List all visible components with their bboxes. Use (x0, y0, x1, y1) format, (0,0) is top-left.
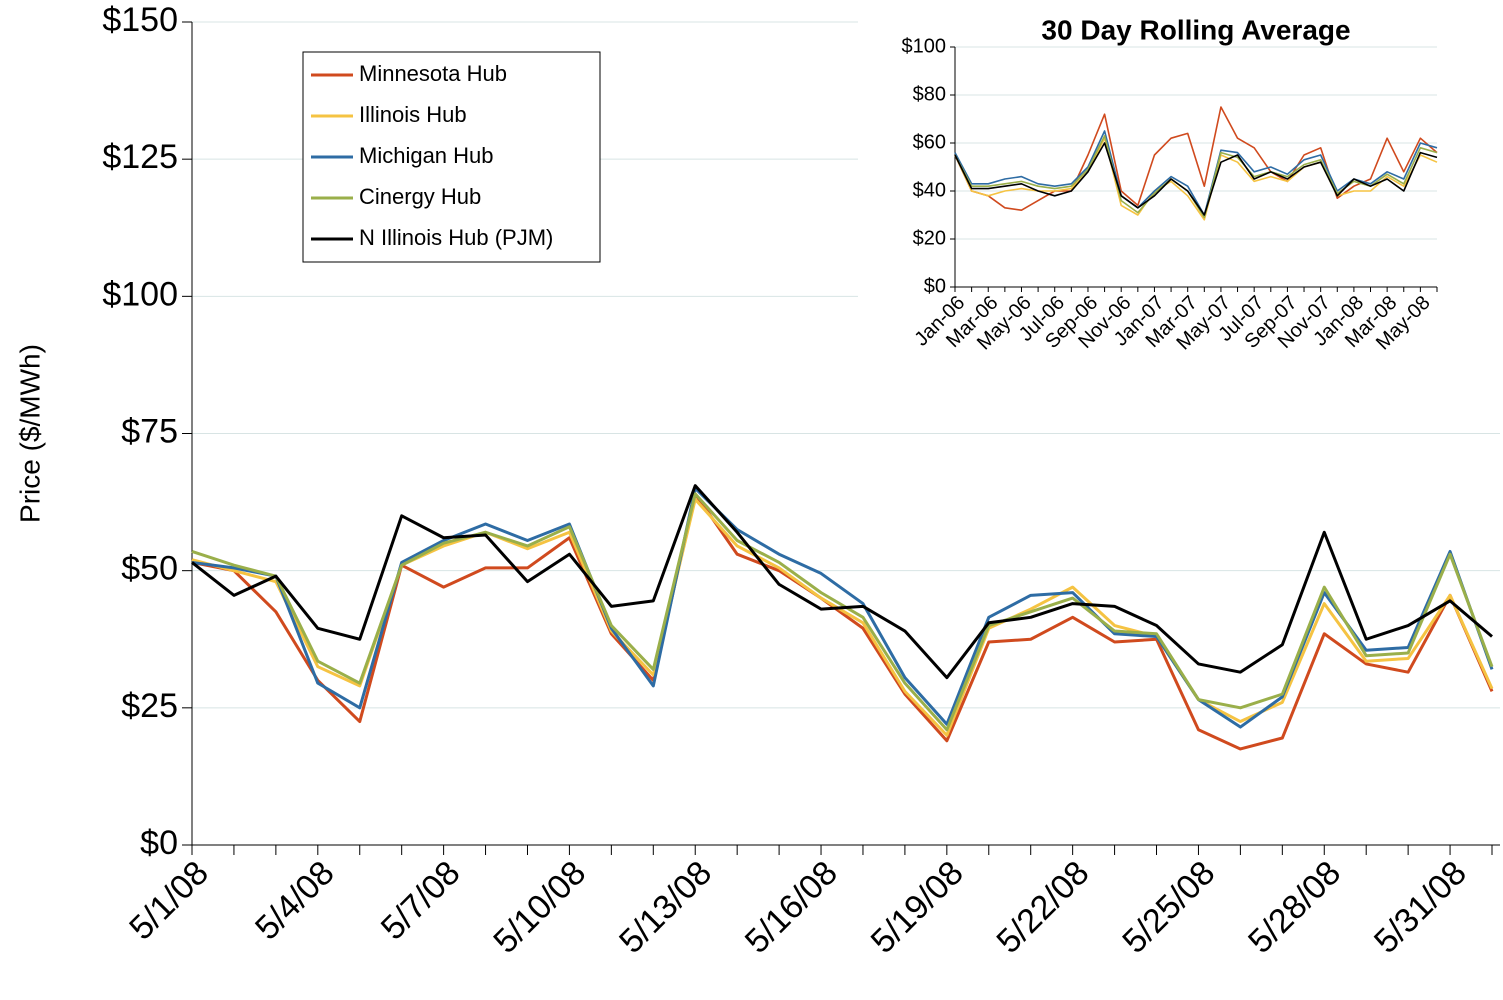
y-tick-label: $150 (102, 1, 178, 39)
y-tick-label: $100 (902, 35, 947, 57)
inset-background (858, 10, 1503, 390)
series-line (954, 142, 1438, 216)
y-tick-label: $125 (102, 138, 178, 176)
y-tick-label: $80 (913, 83, 946, 105)
series-line (954, 106, 1438, 211)
legend-label: Michigan Hub (359, 143, 494, 168)
x-tick-label: 5/4/08 (248, 854, 342, 948)
legend-label: N Illinois Hub (PJM) (359, 225, 553, 250)
y-tick-label: $0 (924, 275, 946, 297)
x-tick-label: 5/13/08 (612, 854, 719, 961)
x-tick-label: 5/10/08 (486, 854, 593, 961)
x-tick-label: 5/7/08 (374, 854, 468, 948)
x-tick-label: 5/28/08 (1241, 854, 1348, 961)
y-tick-label: $100 (102, 275, 178, 313)
x-tick-label: 5/22/08 (989, 854, 1096, 961)
x-tick-label: 5/1/08 (122, 854, 216, 948)
y-tick-label: $25 (121, 687, 178, 725)
chart-title: 30 Day Rolling Average (1041, 14, 1350, 45)
legend-label: Illinois Hub (359, 102, 467, 127)
y-tick-label: $0 (140, 824, 178, 862)
series-line (191, 492, 1494, 751)
y-tick-label: $50 (121, 550, 178, 588)
series-line (191, 486, 1494, 729)
legend-label: Minnesota Hub (359, 61, 507, 86)
x-tick-label: 5/25/08 (1115, 854, 1222, 961)
x-tick-label: 5/19/08 (864, 854, 971, 961)
series-line (191, 492, 1494, 732)
y-tick-label: $20 (913, 227, 946, 249)
series-line (191, 484, 1493, 680)
y-tick-label: $40 (913, 179, 946, 201)
legend-label: Cinergy Hub (359, 184, 481, 209)
y-tick-label: $75 (121, 412, 178, 450)
y-axis-label: Price ($/MWh) (14, 344, 45, 523)
x-tick-label: 5/16/08 (738, 854, 845, 961)
y-tick-label: $60 (913, 131, 946, 153)
x-tick-label: 5/31/08 (1367, 854, 1474, 961)
